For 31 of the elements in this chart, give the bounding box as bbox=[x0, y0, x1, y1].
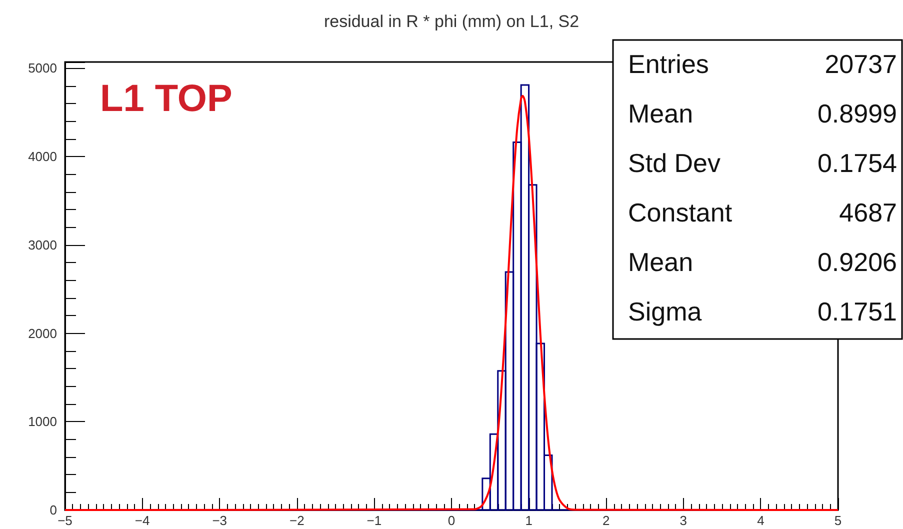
annotation: Std Dev bbox=[628, 148, 720, 178]
annotation: 20737 bbox=[824, 49, 897, 79]
y-tick-label: 2000 bbox=[28, 326, 57, 341]
x-tick-label: 1 bbox=[525, 513, 532, 528]
annotation: Entries bbox=[628, 49, 709, 79]
chart-title: residual in R * phi (mm) on L1, S2 bbox=[324, 12, 580, 31]
annotation: 0.8999 bbox=[817, 98, 897, 128]
annotation: 0.1751 bbox=[817, 296, 897, 326]
x-tick-label: 2 bbox=[602, 513, 610, 528]
x-tick-label: −4 bbox=[134, 513, 150, 528]
annotation: Mean bbox=[628, 98, 694, 128]
y-tick-label: 0 bbox=[50, 502, 57, 518]
annotation: Mean bbox=[628, 247, 694, 277]
text: 4687 bbox=[839, 198, 897, 228]
y-tick-label: 1000 bbox=[28, 414, 57, 430]
y-tick-label: 5000 bbox=[28, 60, 57, 76]
x-tick-label: −1 bbox=[366, 513, 382, 528]
annotation: Sigma bbox=[628, 296, 702, 326]
x-tick-label: 4 bbox=[757, 513, 764, 528]
x-tick-label: −3 bbox=[212, 513, 228, 528]
x-tick-label: 5 bbox=[834, 513, 842, 528]
annotation: 0.1754 bbox=[817, 148, 897, 178]
y-tick-label: 3000 bbox=[28, 237, 57, 252]
x-tick-label: 3 bbox=[680, 513, 688, 528]
annotation: Constant bbox=[628, 198, 733, 228]
annotation: 0.9206 bbox=[817, 247, 897, 277]
annotation: L1 TOP bbox=[100, 78, 232, 120]
x-tick-label: −5 bbox=[58, 513, 72, 528]
y-tick-label: 4000 bbox=[28, 149, 57, 164]
x-tick-label: 0 bbox=[448, 513, 456, 528]
x-tick-label: −2 bbox=[289, 513, 304, 528]
